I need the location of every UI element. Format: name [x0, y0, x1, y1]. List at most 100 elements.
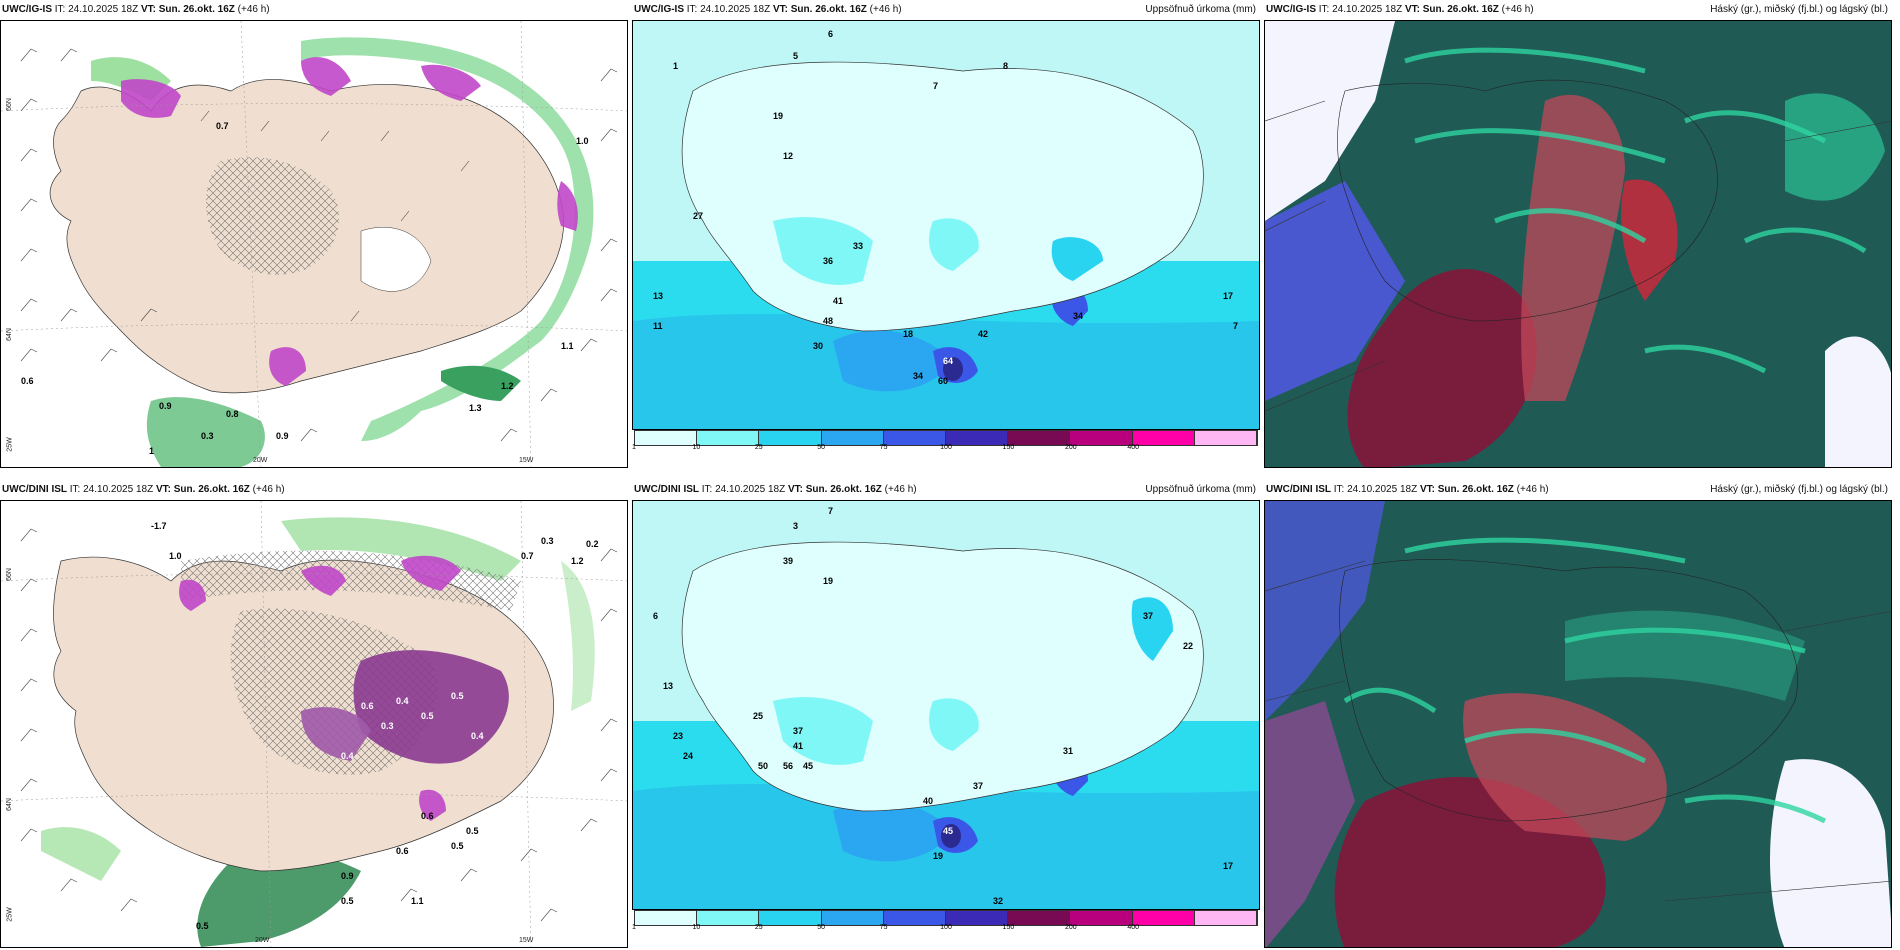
lon-label: 20W	[253, 457, 267, 464]
precip-value: 42	[978, 329, 988, 339]
gust-value: 1.1	[561, 341, 574, 351]
gust-value: 0.6	[21, 376, 34, 386]
gust-value: 0.4	[396, 696, 409, 706]
gust-value: 0.5	[451, 841, 464, 851]
precip-value: 32	[993, 896, 1003, 906]
colorbar-swatch	[635, 911, 697, 925]
gust-value: 0.6	[361, 701, 374, 711]
valid-time: VT: Sun. 26.okt. 16Z	[156, 484, 250, 495]
colorbar-tick-label: 25	[755, 924, 763, 931]
colorbar-swatch	[822, 431, 884, 445]
precip-value: 37	[793, 726, 803, 736]
precip-value: 33	[853, 241, 863, 251]
valid-time: VT: Sun. 26.okt. 16Z	[1405, 4, 1499, 15]
precip-value: 25	[753, 711, 763, 721]
precip-value: 64	[943, 356, 953, 366]
colorbar-tick-label: 400	[1127, 924, 1139, 931]
precip-value: 50	[758, 761, 768, 771]
colorbar-tick-label: 200	[1065, 444, 1077, 451]
precip-value: 30	[813, 341, 823, 351]
gust-value: 1.0	[169, 551, 182, 561]
precip-value: 48	[823, 316, 833, 326]
colorbar-swatch	[946, 431, 1008, 445]
precip-value: 37	[1143, 611, 1153, 621]
colorbar-swatch	[635, 431, 697, 445]
panel-igis-precip: UWC/IG-IS IT: 24.10.2025 18Z VT: Sun. 26…	[632, 0, 1260, 468]
gust-value: 0.5	[466, 826, 479, 836]
gust-value: 1.1	[411, 896, 424, 906]
cloud-map[interactable]	[1264, 500, 1892, 948]
colorbar-swatch	[759, 431, 821, 445]
precip-value: 7	[933, 81, 938, 91]
valid-time: VT: Sun. 26.okt. 16Z	[788, 484, 882, 495]
precip-value: 12	[783, 151, 793, 161]
gust-value: 1.2	[571, 556, 584, 566]
precip-value: 17	[1223, 861, 1233, 871]
colorbar-tick-label: 75	[880, 444, 888, 451]
lead-time: (+46 h)	[1502, 4, 1534, 15]
gust-value: 0.5	[451, 691, 464, 701]
model-name: UWC/DINI ISL	[2, 484, 67, 495]
lat-label: 66N	[6, 568, 13, 581]
gust-value: 1.2	[501, 381, 514, 391]
gust-value: 0.3	[381, 721, 394, 731]
valid-time: VT: Sun. 26.okt. 16Z	[1420, 484, 1514, 495]
wind-map[interactable]: 0.6 0.9 0.8 0.3 0.9 1.3 1.2 1 1.1 0.9 0.…	[0, 20, 628, 468]
gust-value: 0.6	[421, 811, 434, 821]
colorbar-swatch	[1070, 911, 1132, 925]
precip-map[interactable]: 7 3 6 39 19 13 23 24 25 37 41 45 50 56 4…	[632, 500, 1260, 910]
model-name: UWC/IG-IS	[1266, 4, 1316, 15]
precip-value: 7	[1233, 321, 1238, 331]
lat-label: 64N	[6, 328, 13, 341]
gust-value: 0.9	[276, 431, 289, 441]
colorbar-swatch	[1195, 431, 1257, 445]
gust-value: 0.8	[226, 409, 239, 419]
map-title: Háský (gr.), miðský (fj.bl.) og lágský (…	[1710, 0, 1888, 20]
gust-value: 0.6	[396, 846, 409, 856]
colorbar-tick-label: 10	[692, 924, 700, 931]
gust-value: 0.9	[291, 69, 304, 79]
panel-dini-cloud: UWC/DINI ISL IT: 24.10.2025 18Z VT: Sun.…	[1264, 480, 1892, 948]
lon-label: 15W	[519, 457, 533, 464]
colorbar-swatch	[1008, 431, 1070, 445]
precip-value: 22	[1183, 641, 1193, 651]
precip-value: 19	[933, 851, 943, 861]
precip-map[interactable]: 1 6 5 7 8 19 12 27 33 36 41 48 30 18 64 …	[632, 20, 1260, 430]
lead-time: (+46 h)	[1517, 484, 1549, 495]
panel-header: UWC/IG-IS IT: 24.10.2025 18Z VT: Sun. 26…	[632, 0, 1260, 20]
colorbar-swatch	[759, 911, 821, 925]
cloud-map[interactable]	[1264, 20, 1892, 468]
precip-value: 18	[903, 329, 913, 339]
colorbar: 1 10 25 50 75 100 150 200 400	[632, 430, 1260, 450]
init-time: IT: 24.10.2025 18Z	[70, 484, 153, 495]
lon-label: 25W	[7, 437, 14, 451]
gust-value: 1.0	[576, 136, 589, 146]
precip-value: 36	[823, 256, 833, 266]
panel-header: UWC/DINI ISL IT: 24.10.2025 18Z VT: Sun.…	[632, 480, 1260, 500]
lat-label: 64N	[6, 798, 13, 811]
colorbar: 1 10 25 50 75 100 150 200 400	[632, 910, 1260, 930]
precip-value: 39	[783, 556, 793, 566]
colorbar-tick-label: 75	[880, 924, 888, 931]
colorbar-swatch	[1070, 431, 1132, 445]
gust-value: 0.7	[216, 121, 229, 131]
colorbar-tick-label: 1	[632, 444, 636, 451]
wind-map[interactable]: -1.7 1.0 0.5 0.4 0.5 0.3 0.5 0.4 0.6 0.5…	[0, 500, 628, 948]
colorbar-tick-label: 10	[692, 444, 700, 451]
precip-value: 11	[653, 321, 663, 331]
lead-time: (+46 h)	[238, 4, 270, 15]
cloud-map-canvas	[1265, 501, 1892, 948]
precip-value: 45	[803, 761, 813, 771]
precip-value: 13	[663, 681, 673, 691]
colorbar-swatch	[822, 911, 884, 925]
colorbar-swatch	[1008, 911, 1070, 925]
panel-header: UWC/IG-IS IT: 24.10.2025 18Z VT: Sun. 26…	[0, 0, 628, 20]
colorbar-tick-label: 1	[632, 924, 636, 931]
map-title: Uppsöfnuð úrkoma (mm)	[1145, 0, 1256, 20]
precip-value: 41	[793, 741, 803, 751]
colorbar-swatch	[884, 431, 946, 445]
precip-value: 45	[943, 826, 953, 836]
precip-value: 19	[773, 111, 783, 121]
init-time: IT: 24.10.2025 18Z	[55, 4, 138, 15]
gust-value: 0.9	[159, 401, 172, 411]
